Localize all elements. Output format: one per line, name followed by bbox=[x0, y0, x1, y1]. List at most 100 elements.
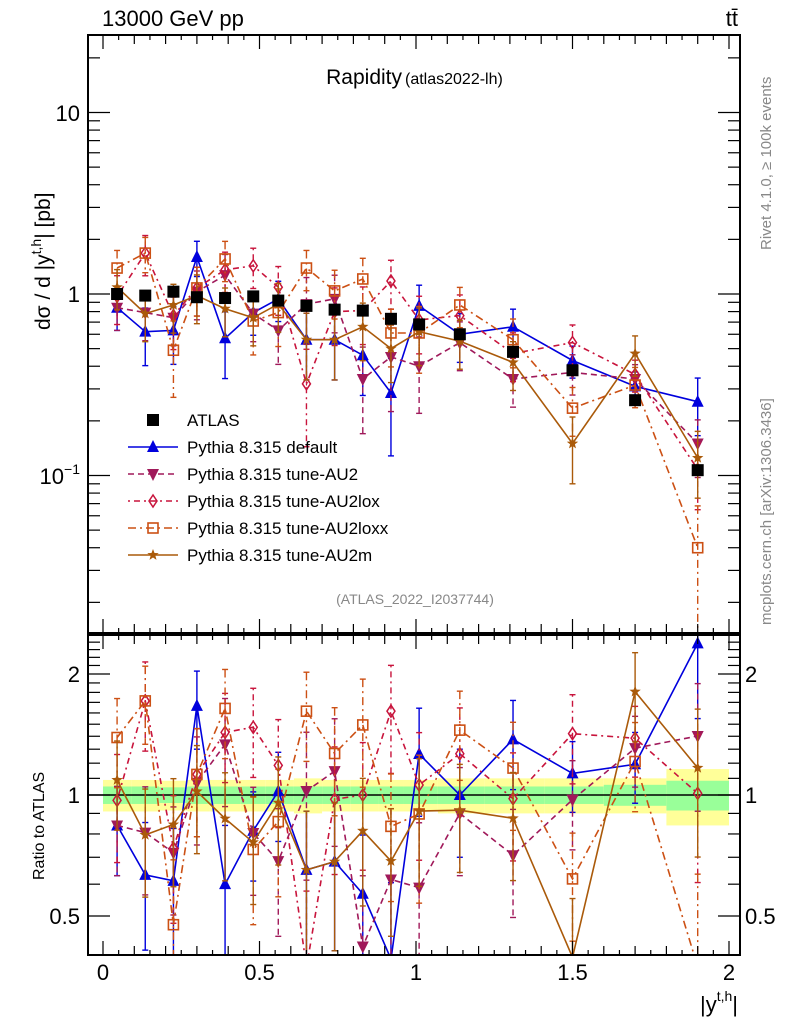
marker-square bbox=[190, 291, 203, 304]
marker-square bbox=[300, 299, 313, 312]
series-atlas bbox=[111, 285, 704, 477]
y-axis-label: dσ / d |yt,h| [pb] bbox=[28, 192, 55, 330]
marker-diamond bbox=[148, 493, 158, 509]
legend-item: Pythia 8.315 tune-AU2m bbox=[128, 546, 372, 565]
marker-triangle-down bbox=[147, 469, 159, 481]
legend-label: Pythia 8.315 tune-AU2m bbox=[187, 546, 372, 565]
marker-square bbox=[691, 464, 704, 477]
analysis-id: (ATLAS_2022_I2037744) bbox=[336, 591, 494, 607]
marker-diamond bbox=[454, 746, 465, 762]
marker-star bbox=[357, 320, 369, 332]
svg-text:|yt,h|: |yt,h| bbox=[700, 988, 738, 1017]
marker-triangle-down bbox=[356, 941, 369, 954]
axes: 0 0.5 1 1.5 2 10 1 10−1 0.5 0.5 1 1 2 2 bbox=[40, 34, 776, 985]
marker-diamond bbox=[248, 258, 259, 274]
legend: ATLAS Pythia 8.315 default Pythia 8.315 tu… bbox=[128, 411, 389, 565]
marker-square bbox=[413, 318, 426, 331]
ratio-y-tick-label: 0.5 bbox=[745, 904, 776, 929]
marker-open-square bbox=[691, 541, 704, 554]
marker-open-square bbox=[300, 262, 313, 274]
marker-star bbox=[629, 685, 641, 697]
marker-triangle-up bbox=[190, 698, 203, 711]
marker-star bbox=[328, 333, 341, 345]
marker-star bbox=[147, 549, 159, 560]
marker-star bbox=[454, 335, 466, 346]
marker-star bbox=[300, 333, 313, 345]
marker-star bbox=[167, 818, 180, 830]
header-right: tt̄ bbox=[726, 6, 738, 31]
marker-triangle-down bbox=[300, 785, 313, 798]
marker-triangle-up bbox=[190, 249, 203, 262]
marker-star bbox=[629, 347, 641, 359]
marker-star bbox=[385, 855, 397, 866]
marker-square bbox=[328, 303, 341, 316]
x-tick-label: 0.5 bbox=[244, 960, 275, 985]
marker-open-square bbox=[328, 285, 341, 297]
marker-open-square bbox=[167, 918, 180, 931]
marker-square bbox=[507, 345, 520, 358]
marker-square bbox=[219, 292, 232, 305]
marker-open-square bbox=[629, 379, 641, 391]
series-line bbox=[116, 698, 695, 955]
series-pythia-8-315-tune-au2m bbox=[111, 268, 704, 499]
rivet-label: Rivet 4.1.0, ≥ 100k events bbox=[758, 77, 775, 250]
legend-label: ATLAS bbox=[187, 411, 240, 430]
main-panel-series bbox=[111, 234, 704, 633]
y-tick-label-1: 1 bbox=[68, 282, 80, 307]
marker-square bbox=[167, 285, 180, 298]
y-tick-label-10: 10 bbox=[56, 101, 80, 126]
legend-item: Pythia 8.315 tune-AU2lox bbox=[128, 492, 380, 511]
marker-star bbox=[357, 824, 369, 836]
series-pythia-8-315-tune-au2 bbox=[111, 682, 704, 955]
marker-star bbox=[300, 863, 313, 875]
series-line bbox=[116, 286, 699, 459]
marker-open-square bbox=[167, 344, 180, 357]
marker-diamond bbox=[220, 725, 230, 740]
legend-label: Pythia 8.315 tune-AU2loxx bbox=[187, 519, 389, 538]
marker-star bbox=[413, 325, 425, 337]
marker-open-square bbox=[139, 247, 152, 259]
marker-star bbox=[139, 828, 151, 840]
marker-diamond bbox=[248, 719, 259, 735]
ratio-y-tick-label: 1 bbox=[745, 783, 757, 808]
marker-open-square bbox=[356, 273, 369, 285]
marker-open-square bbox=[566, 402, 579, 414]
marker-open-square bbox=[629, 755, 641, 768]
marker-open-square bbox=[219, 702, 231, 715]
marker-open-square bbox=[219, 253, 231, 265]
marker-star bbox=[413, 805, 425, 816]
marker-star bbox=[692, 451, 704, 463]
marker-square bbox=[139, 289, 152, 302]
header-left: 13000 GeV pp bbox=[102, 6, 244, 31]
marker-square bbox=[247, 290, 260, 303]
marker-triangle-up bbox=[507, 732, 520, 745]
x-tick-label: 1 bbox=[410, 960, 422, 985]
series-pythia-8-315-tune-au2m bbox=[111, 651, 704, 955]
x-tick-label: 0 bbox=[97, 960, 109, 985]
series-line bbox=[116, 274, 699, 445]
marker-square bbox=[384, 312, 397, 325]
marker-star bbox=[219, 812, 231, 824]
y-tick-label-0.1: 10−1 bbox=[40, 461, 81, 489]
marker-diamond bbox=[386, 273, 396, 289]
marker-triangle-up bbox=[691, 394, 704, 407]
marker-star bbox=[247, 836, 259, 848]
marker-star bbox=[191, 785, 203, 797]
series-line bbox=[116, 251, 699, 548]
marker-square bbox=[629, 394, 642, 407]
ratio-y-tick-label: 1 bbox=[68, 783, 80, 808]
marker-triangle-down bbox=[566, 794, 579, 807]
legend-item: ATLAS bbox=[147, 411, 240, 430]
marker-open-square bbox=[300, 705, 313, 717]
marker-open-square bbox=[139, 695, 152, 707]
chart-title: Rapidity bbox=[326, 66, 402, 89]
marker-open-square bbox=[147, 522, 159, 534]
ratio-panel-series bbox=[111, 635, 704, 955]
marker-diamond bbox=[386, 703, 396, 719]
legend-item: Pythia 8.315 tune-AU2loxx bbox=[128, 519, 389, 538]
marker-square bbox=[356, 304, 369, 317]
marker-open-square bbox=[454, 299, 466, 311]
series-line bbox=[116, 700, 699, 955]
ratio-y-tick-label: 2 bbox=[68, 662, 80, 687]
marker-square bbox=[111, 288, 124, 300]
